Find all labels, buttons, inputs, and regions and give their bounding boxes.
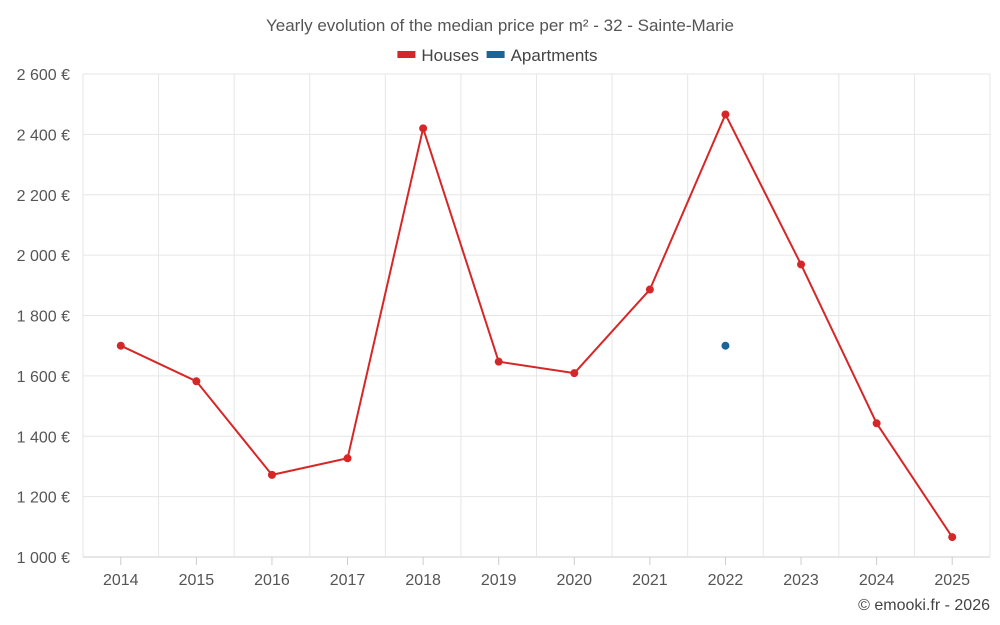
legend-item-apartments[interactable]: Apartments — [486, 46, 598, 65]
legend-swatch — [486, 51, 505, 58]
data-point-houses-2016[interactable] — [267, 470, 276, 479]
chart-title: Yearly evolution of the median price per… — [266, 16, 734, 35]
y-tick-label: 2 000 € — [17, 248, 70, 265]
data-point-houses-2020[interactable] — [570, 369, 579, 378]
legend-label: Houses — [421, 46, 479, 65]
x-tick-label: 2019 — [481, 572, 517, 589]
x-tick-label: 2024 — [859, 572, 895, 589]
x-tick-label: 2015 — [179, 572, 215, 589]
x-tick-label: 2022 — [708, 572, 744, 589]
series-houses — [116, 110, 957, 542]
data-point-houses-2023[interactable] — [797, 260, 806, 269]
x-axis: 2014 2015 2016 2017 2018 2019 2020 2021 2022 2023… — [103, 557, 970, 589]
y-tick-label: 1 400 € — [17, 429, 70, 446]
x-tick-label: 2014 — [103, 572, 139, 589]
x-tick-label: 2023 — [783, 572, 819, 589]
y-tick-label: 2 600 € — [17, 67, 70, 84]
y-tick-label: 2 200 € — [17, 188, 70, 205]
data-point-houses-2017[interactable] — [343, 454, 352, 463]
x-tick-label: 2017 — [330, 572, 366, 589]
x-tick-label: 2018 — [405, 572, 441, 589]
data-point-houses-2018[interactable] — [419, 124, 428, 133]
y-tick-label: 1 800 € — [17, 309, 70, 326]
series — [116, 110, 957, 542]
series-apartments — [721, 341, 730, 350]
y-tick-label: 1 200 € — [17, 490, 70, 507]
series-line-houses — [120, 113, 954, 538]
credit-text: © emooki.fr - 2026 — [858, 597, 990, 614]
data-point-houses-2021[interactable] — [645, 285, 654, 294]
x-tick-label: 2025 — [934, 572, 970, 589]
y-tick-label: 1 000 € — [17, 550, 70, 567]
x-tick-label: 2020 — [556, 572, 592, 589]
data-point-houses-2019[interactable] — [494, 357, 503, 366]
data-point-houses-2024[interactable] — [872, 419, 881, 428]
y-tick-label: 1 600 € — [17, 369, 70, 386]
grid — [82, 73, 991, 558]
legend-swatch — [397, 51, 416, 58]
y-axis: 1 000 € 1 200 € 1 400 € 1 600 € 1 800 € 2 000… — [17, 67, 70, 567]
data-point-houses-2014[interactable] — [116, 341, 125, 350]
data-point-houses-2015[interactable] — [192, 377, 201, 386]
x-tick-label: 2021 — [632, 572, 668, 589]
data-point-houses-2025[interactable] — [948, 533, 957, 542]
legend-item-houses[interactable]: Houses — [397, 46, 479, 65]
legend: Houses Apartments — [397, 46, 598, 65]
legend-label: Apartments — [511, 46, 598, 65]
data-point-apartments-2022[interactable] — [721, 341, 730, 350]
data-point-houses-2022[interactable] — [721, 110, 730, 119]
y-tick-label: 2 400 € — [17, 127, 70, 144]
x-tick-label: 2016 — [254, 572, 290, 589]
